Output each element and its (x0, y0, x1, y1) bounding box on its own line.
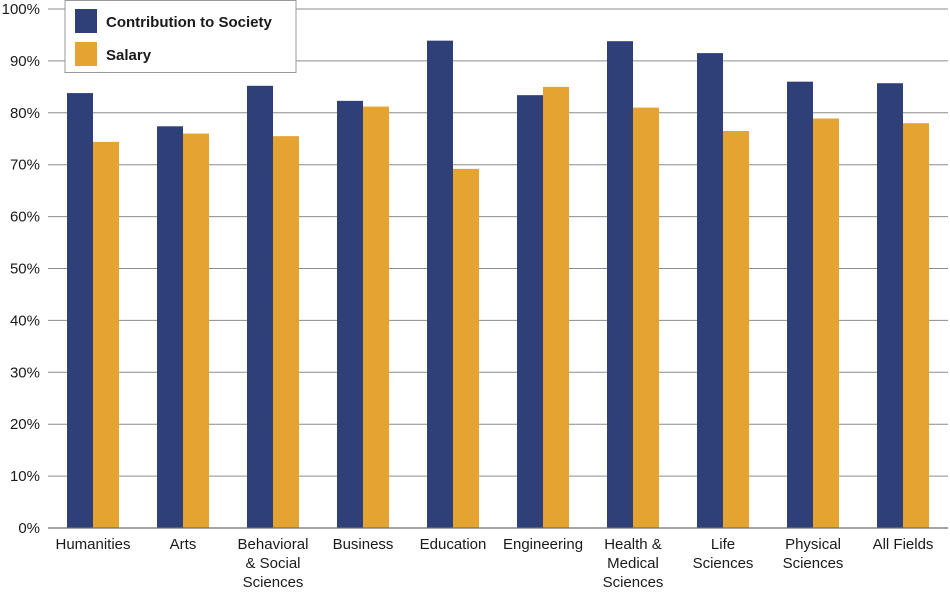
legend-swatch-salary (75, 42, 97, 66)
bar-contribution (247, 85, 273, 528)
bar-contribution (607, 41, 633, 528)
x-category-label-line: Sciences (603, 574, 664, 591)
x-category-label: Arts (170, 536, 197, 553)
bar-contribution (787, 81, 813, 528)
legend-box (64, 0, 297, 73)
x-category-label-line: Sciences (783, 555, 844, 572)
bar-contribution (427, 40, 453, 529)
x-category-label: All Fields (873, 536, 934, 553)
y-tick-label: 70% (10, 157, 40, 174)
bar-contribution (157, 126, 183, 528)
y-axis-tick-labels: 0% 10% 20% 30% 40% 50% 60% 70% 80% 90% 100% (2, 1, 40, 537)
x-category-label-line: Medical (607, 555, 659, 572)
legend-swatch-contribution (75, 9, 97, 33)
y-tick-label: 20% (10, 416, 40, 433)
legend: Contribution to Society Salary (64, 0, 297, 73)
x-category-label-line: Engineering (503, 536, 583, 553)
x-category-label: Business (333, 536, 394, 553)
x-category-label: Life Sciences (693, 536, 754, 572)
bar-salary (903, 123, 929, 529)
bar-salary (93, 141, 119, 528)
x-category-label-line: Sciences (693, 555, 754, 572)
x-category-label-line: & Social (245, 555, 300, 572)
y-tick-label: 40% (10, 312, 40, 329)
x-category-label-line: Physical (785, 536, 841, 553)
bar-contribution (877, 83, 903, 528)
x-category-label: Humanities (55, 536, 130, 553)
bar-contribution (67, 93, 93, 528)
x-category-label-line: Sciences (243, 574, 304, 591)
bar-salary (453, 168, 479, 529)
x-category-label: Behavioral & Social Sciences (238, 536, 309, 591)
x-category-label-line: Behavioral (238, 536, 309, 553)
y-tick-label: 100% (2, 1, 40, 18)
bar-salary (813, 118, 839, 528)
bar-contribution (337, 100, 363, 528)
x-category-label-line: Health & (604, 536, 662, 553)
y-tick-label: 60% (10, 209, 40, 226)
bar-salary (543, 86, 569, 528)
x-category-label: Education (420, 536, 487, 553)
y-tick-label: 30% (10, 364, 40, 381)
bars (67, 40, 929, 529)
y-tick-label: 0% (18, 520, 40, 537)
x-category-label-line: All Fields (873, 536, 934, 553)
bar-contribution (517, 95, 543, 529)
bar-contribution (697, 53, 723, 529)
x-category-label-line: Arts (170, 536, 197, 553)
legend-label-contribution: Contribution to Society (106, 14, 272, 31)
x-category-label-line: Life (711, 536, 735, 553)
y-tick-label: 50% (10, 261, 40, 278)
bar-salary (723, 130, 749, 528)
x-category-label: Health & Medical Sciences (603, 536, 664, 591)
x-category-label: Engineering (503, 536, 583, 553)
bar-salary (363, 106, 389, 529)
x-axis-category-labels: Humanities Arts Behavioral & Social Sciences… (55, 536, 933, 591)
x-category-label-line: Humanities (55, 536, 130, 553)
y-tick-label: 10% (10, 468, 40, 485)
y-tick-label: 80% (10, 105, 40, 122)
bar-salary (633, 107, 659, 529)
x-category-label-line: Education (420, 536, 487, 553)
bar-salary (273, 136, 299, 528)
bar-salary (183, 133, 209, 528)
y-tick-label: 90% (10, 53, 40, 70)
x-category-label-line: Business (333, 536, 394, 553)
legend-label-salary: Salary (106, 47, 152, 64)
x-category-label: Physical Sciences (783, 536, 844, 572)
